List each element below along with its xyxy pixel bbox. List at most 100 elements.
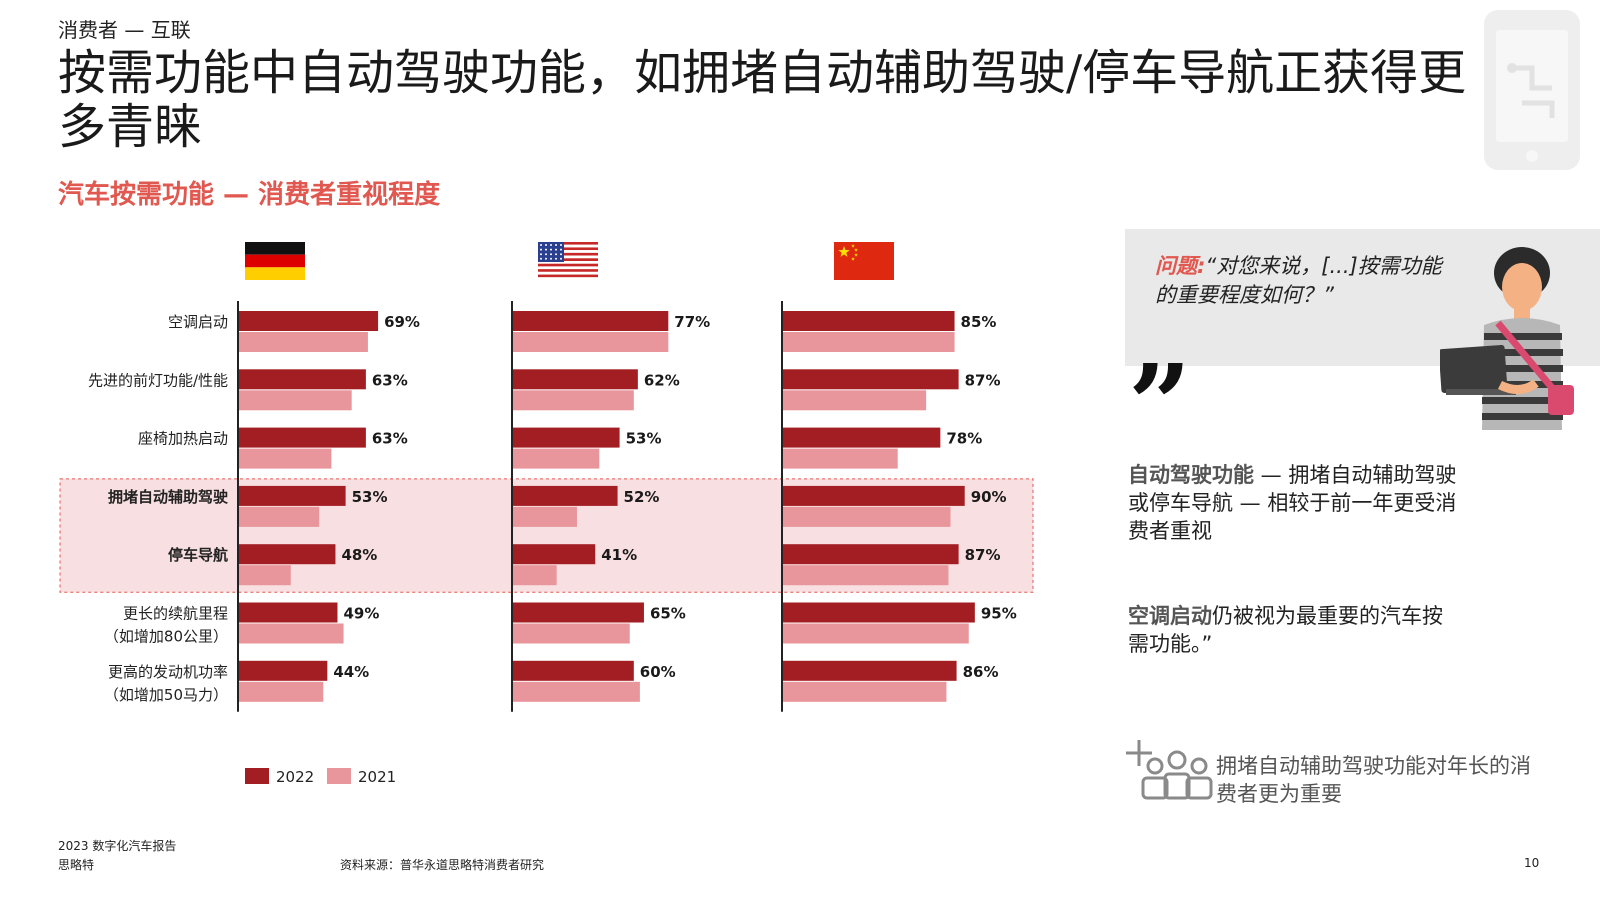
value-label: 62%	[644, 371, 680, 389]
person-with-laptop-illustration	[1440, 247, 1574, 430]
value-label: 52%	[624, 488, 660, 506]
bar-2021	[782, 506, 951, 527]
bar-2021	[782, 681, 947, 702]
people-plus-icon	[1126, 740, 1213, 800]
bar-2021	[782, 623, 969, 644]
bar-2022	[782, 311, 955, 331]
bar-2022	[238, 369, 366, 390]
quote1-highlight: 自动驾驶功能	[1128, 463, 1254, 487]
bar-2021	[512, 565, 557, 586]
grouped-bar-chart: 69% 63% 63% 53% 48% 49% 44% 77% 62% 53% 52% 41% 65% 6…	[59, 242, 1034, 786]
category-label: （如增加50马力）	[104, 686, 228, 704]
bar-2021	[238, 448, 332, 469]
value-label: 63%	[372, 430, 408, 448]
bar-2022	[512, 544, 596, 565]
footer-brand: 思略特	[58, 858, 95, 872]
question-text: “对您来说，[...]按需功能的重要程度如何？”	[1155, 254, 1442, 307]
chart-subtitle: 汽车按需功能 — 消费者重视程度	[58, 180, 441, 210]
insight-text: 拥堵自动辅助驾驶功能对年长的消费者更为重要	[1216, 754, 1531, 806]
bar-2021	[238, 506, 320, 527]
footer-report: 2023 数字化汽车报告	[58, 839, 177, 853]
china-flag-icon	[834, 242, 894, 280]
value-label: 41%	[601, 546, 637, 564]
value-label: 87%	[965, 371, 1001, 389]
question-text-block: 问题:“对您来说，[...]按需功能的重要程度如何？”	[1155, 252, 1455, 310]
value-label: 49%	[343, 605, 379, 623]
bar-2021	[782, 565, 949, 586]
bar-2021	[782, 390, 927, 411]
category-label: 停车导航	[168, 546, 228, 564]
bar-2022	[782, 427, 941, 448]
quote2-highlight: 空调启动	[1128, 604, 1212, 628]
bar-2021	[782, 332, 955, 352]
category-label: 更长的续航里程	[123, 605, 228, 623]
category-label: 更高的发动机功率	[108, 663, 228, 681]
category-label: 拥堵自动辅助驾驶	[108, 488, 228, 506]
category-label: 座椅加热启动	[138, 430, 228, 448]
bar-2021	[512, 506, 577, 527]
bar-2022	[512, 660, 634, 681]
page-title: 按需功能中自动驾驶功能，如拥堵自动辅助驾驶/停车导航正获得更多青睐	[58, 45, 1467, 155]
bar-2022	[782, 369, 959, 390]
smartphone-icon	[1484, 10, 1580, 170]
bar-2022	[782, 602, 975, 623]
bar-2022	[512, 602, 644, 623]
value-label: 53%	[352, 488, 388, 506]
bar-2021	[238, 332, 368, 352]
value-label: 95%	[981, 605, 1017, 623]
quote-mark-icon: ”	[1128, 340, 1192, 469]
value-label: 63%	[372, 371, 408, 389]
bar-2022	[512, 311, 669, 331]
section-label: 消费者 — 互联	[58, 18, 191, 42]
value-label: 69%	[384, 313, 420, 331]
value-label: 90%	[971, 488, 1007, 506]
bar-2021	[512, 448, 600, 469]
value-label: 78%	[946, 430, 982, 448]
value-label: 87%	[965, 546, 1001, 564]
bar-2022	[238, 485, 346, 506]
germany-flag-icon	[245, 242, 305, 280]
value-label: 85%	[961, 313, 997, 331]
bar-2021	[238, 565, 291, 586]
question-label: 问题:	[1155, 254, 1206, 278]
category-label: 空调启动	[168, 313, 228, 331]
legend-swatch-2021	[327, 768, 351, 784]
quote-paragraph-1: 自动驾驶功能 — 拥堵自动辅助驾驶或停车导航 — 相较于前一年更受消费者重视	[1128, 461, 1458, 545]
value-label: 60%	[640, 663, 676, 681]
bar-2022	[238, 544, 336, 565]
value-label: 86%	[963, 663, 999, 681]
bar-2022	[512, 485, 618, 506]
value-label: 48%	[341, 546, 377, 564]
bar-2022	[512, 369, 638, 390]
value-label: 44%	[333, 663, 369, 681]
bar-2022	[238, 311, 379, 331]
category-label: （如增加80公里）	[104, 628, 228, 646]
value-label: 77%	[674, 313, 710, 331]
usa-flag-icon	[538, 242, 598, 280]
bar-2022	[238, 427, 366, 448]
quote2-text: 仍被视为最重要的汽车按需功能。”	[1128, 604, 1443, 656]
bar-2021	[238, 390, 352, 411]
bar-2021	[512, 623, 630, 644]
bar-2021	[782, 448, 898, 469]
bar-2021	[238, 623, 344, 644]
value-label: 65%	[650, 605, 686, 623]
footer-source: 资料来源：普华永道思略特消费者研究	[340, 858, 545, 872]
bar-2021	[238, 681, 324, 702]
legend-label-2022: 2022	[276, 768, 314, 786]
bar-2022	[782, 485, 965, 506]
bar-2021	[512, 681, 640, 702]
category-label: 先进的前灯功能/性能	[88, 371, 228, 389]
quote1-text: — 拥堵自动辅助驾驶或停车导航 — 相较于前一年更受消费者重视	[1128, 463, 1457, 543]
bar-2022	[238, 602, 338, 623]
bar-2022	[782, 544, 959, 565]
legend-swatch-2022	[245, 768, 269, 784]
legend-label-2021: 2021	[358, 768, 396, 786]
value-label: 53%	[626, 430, 662, 448]
page-number: 10	[1524, 856, 1540, 870]
bar-2022	[782, 660, 957, 681]
bar-2021	[512, 390, 634, 411]
quote-paragraph-2: 空调启动仍被视为最重要的汽车按需功能。”	[1128, 602, 1458, 658]
bar-2021	[512, 332, 669, 352]
bar-2022	[238, 660, 328, 681]
